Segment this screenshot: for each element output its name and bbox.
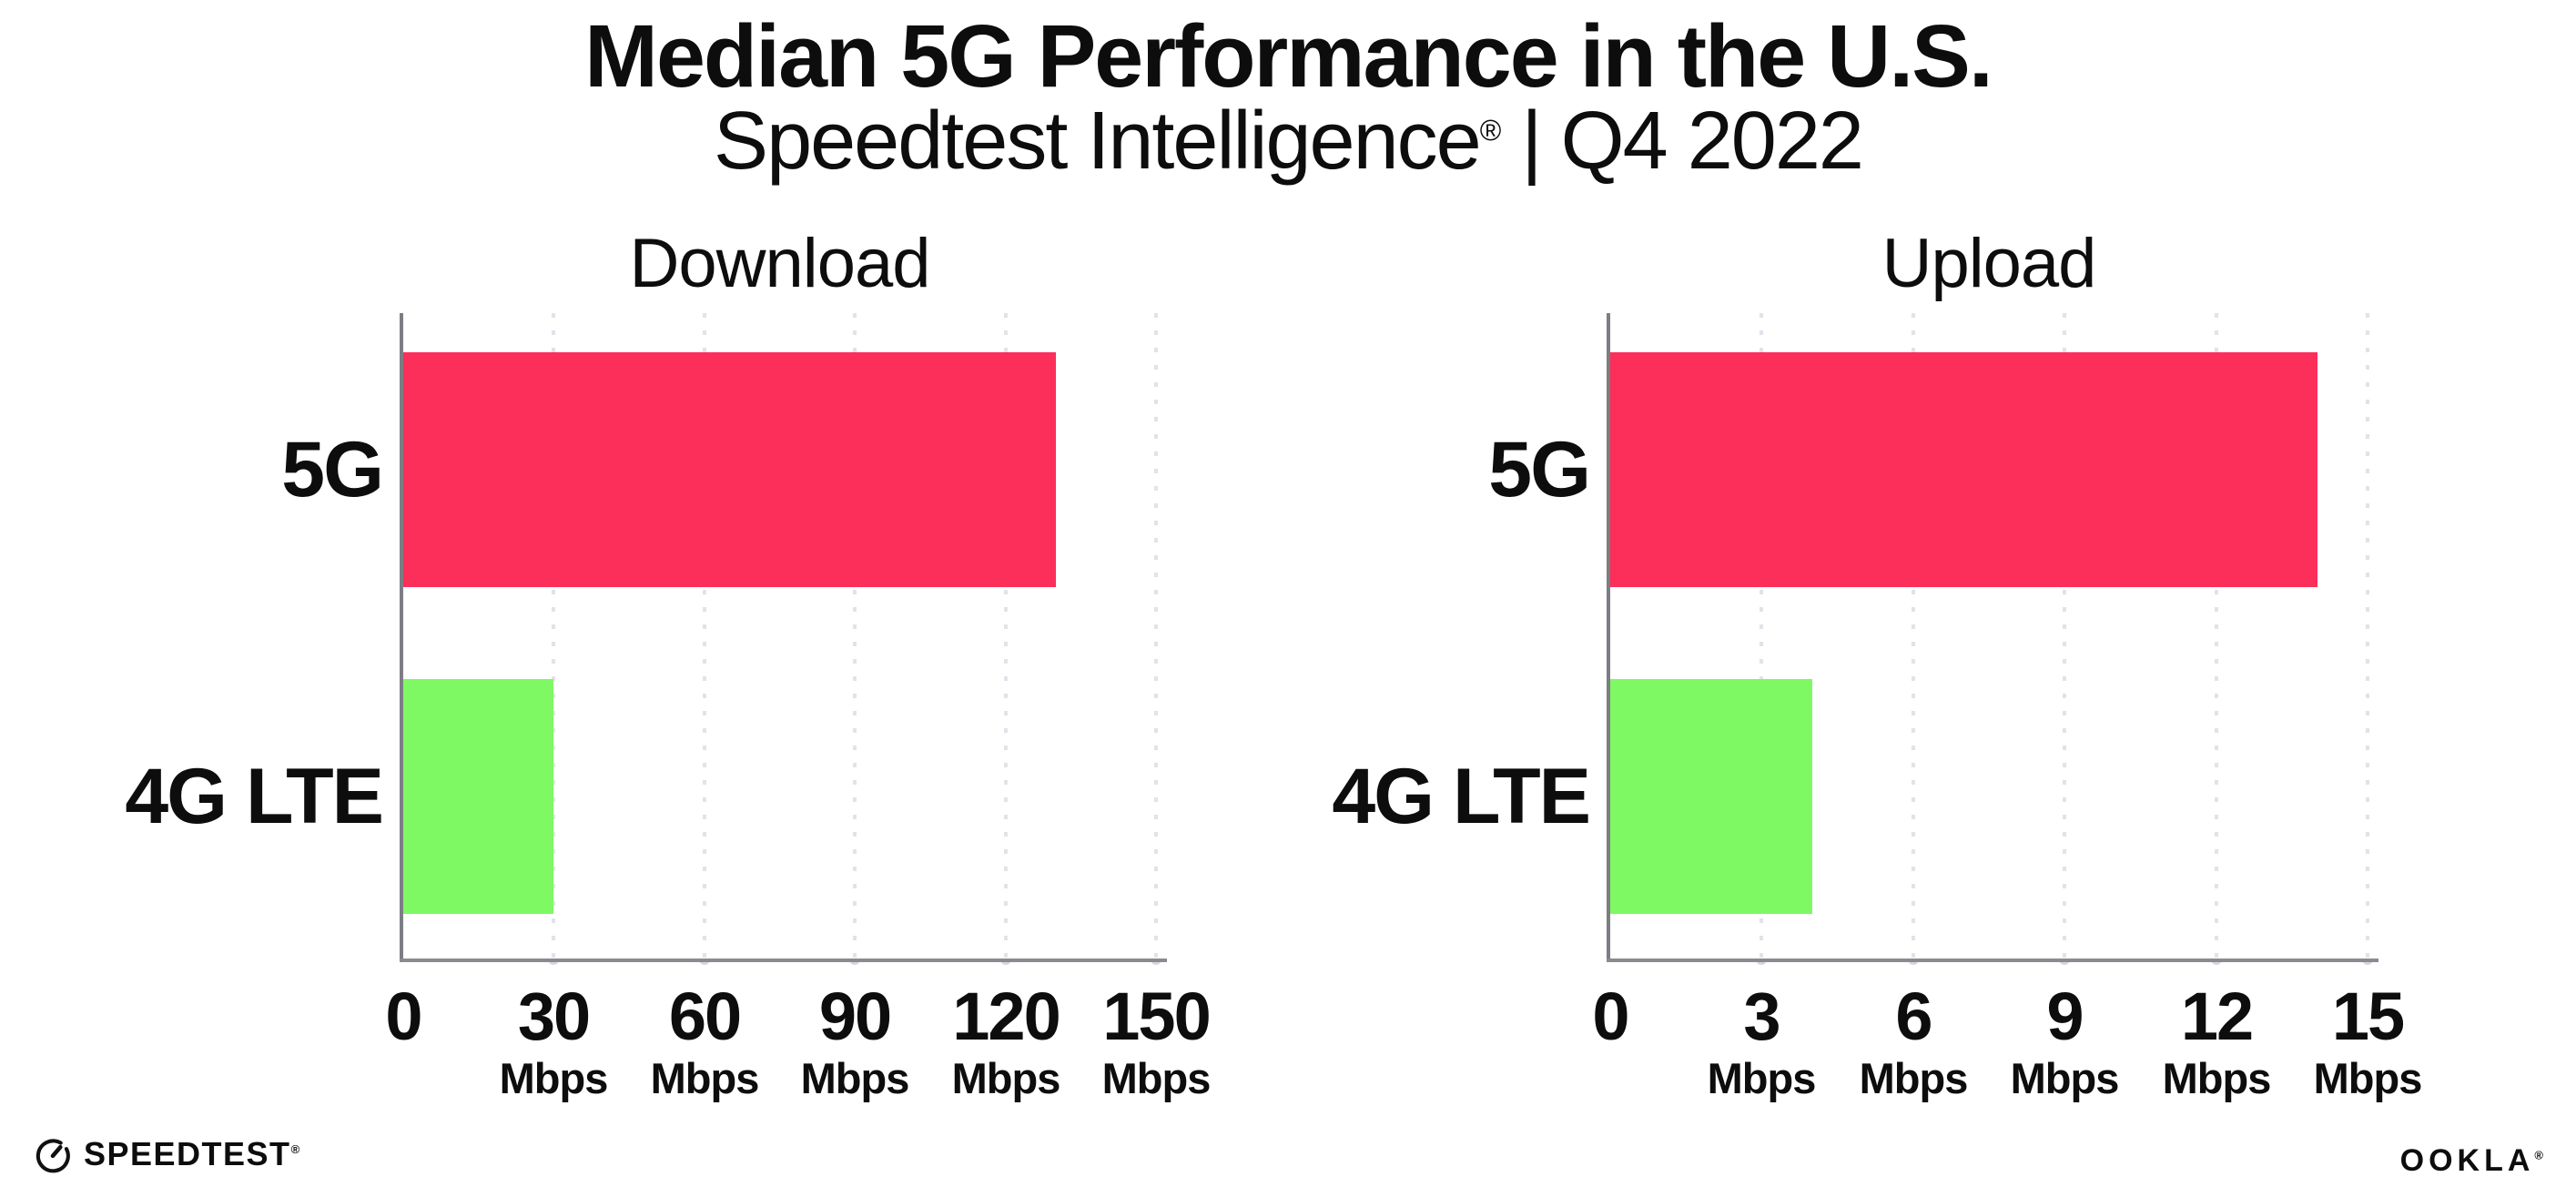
category-label-5g: 5G	[1488, 426, 1591, 513]
tick-value: 120	[952, 979, 1060, 1054]
tick-value: 90	[818, 979, 892, 1054]
registered-mark: ®	[290, 1142, 300, 1156]
x-tick: 60 Mbps	[650, 979, 760, 1103]
tick-value: 0	[1592, 979, 1629, 1054]
registered-mark: ®	[1479, 114, 1502, 147]
x-tick: 0	[1592, 979, 1629, 1054]
category-label-5g: 5G	[281, 426, 384, 513]
download-panel-title: Download	[629, 225, 931, 302]
subtitle-period: Q4 2022	[1560, 96, 1864, 187]
tick-unit: Mbps	[2313, 1054, 2423, 1102]
tick-unit: Mbps	[499, 1054, 609, 1102]
tick-value: 60	[668, 979, 742, 1054]
x-tick: 120 Mbps	[951, 979, 1061, 1103]
category-label-4g-lte: 4G LTE	[1332, 753, 1591, 840]
tick-unit: Mbps	[2162, 1054, 2272, 1102]
x-tick: 0	[385, 979, 422, 1054]
x-tick: 90 Mbps	[800, 979, 910, 1103]
upload-5g-bar	[1610, 352, 2317, 587]
x-tick: 3 Mbps	[1707, 979, 1817, 1103]
speedtest-wordmark: SPEEDTEST®	[84, 1135, 300, 1172]
ookla-wordmark: OOKLA	[2399, 1143, 2535, 1178]
chart-title: Median 5G Performance in the U.S.	[584, 6, 1993, 106]
tick-value: 150	[1102, 979, 1211, 1054]
download-5g-bar	[403, 352, 1056, 587]
tick-unit: Mbps	[1101, 1054, 1212, 1102]
upload-4g-lte-bar	[1610, 679, 1812, 914]
speedtest-logo: SPEEDTEST®	[33, 1134, 299, 1174]
tick-unit: Mbps	[800, 1054, 910, 1102]
tick-value: 3	[1743, 979, 1780, 1054]
subtitle-divider: |	[1521, 96, 1542, 187]
x-tick: 6 Mbps	[1859, 979, 1969, 1103]
download-plot-area	[400, 313, 1167, 965]
ookla-logo: OOKLA®	[2400, 1143, 2543, 1179]
x-tick: 30 Mbps	[499, 979, 609, 1103]
tick-unit: Mbps	[951, 1054, 1061, 1102]
download-4g-lte-bar	[403, 679, 554, 914]
speedtest-gauge-icon	[33, 1134, 73, 1174]
x-tick: 15 Mbps	[2313, 979, 2423, 1103]
category-label-4g-lte: 4G LTE	[125, 753, 384, 840]
tick-value: 30	[517, 979, 591, 1054]
upload-plot-area	[1607, 313, 2378, 965]
registered-mark: ®	[2534, 1148, 2543, 1162]
tick-unit: Mbps	[1859, 1054, 1969, 1102]
gridline	[1151, 313, 1161, 965]
tick-value: 12	[2180, 979, 2254, 1054]
gridline	[2363, 313, 2372, 965]
subtitle-brand: Speedtest Intelligence	[714, 96, 1482, 187]
tick-value: 6	[1895, 979, 1932, 1054]
x-tick: 150 Mbps	[1101, 979, 1212, 1103]
tick-value: 15	[2331, 979, 2405, 1054]
tick-unit: Mbps	[1707, 1054, 1817, 1102]
tick-unit: Mbps	[650, 1054, 760, 1102]
x-tick: 12 Mbps	[2162, 979, 2272, 1103]
tick-unit: Mbps	[2010, 1054, 2120, 1102]
tick-value: 0	[385, 979, 422, 1054]
tick-value: 9	[2046, 979, 2084, 1054]
chart-subtitle: Speedtest Intelligence® | Q4 2022	[0, 95, 2576, 188]
upload-panel-title: Upload	[1881, 225, 2097, 302]
x-tick: 9 Mbps	[2010, 979, 2120, 1103]
